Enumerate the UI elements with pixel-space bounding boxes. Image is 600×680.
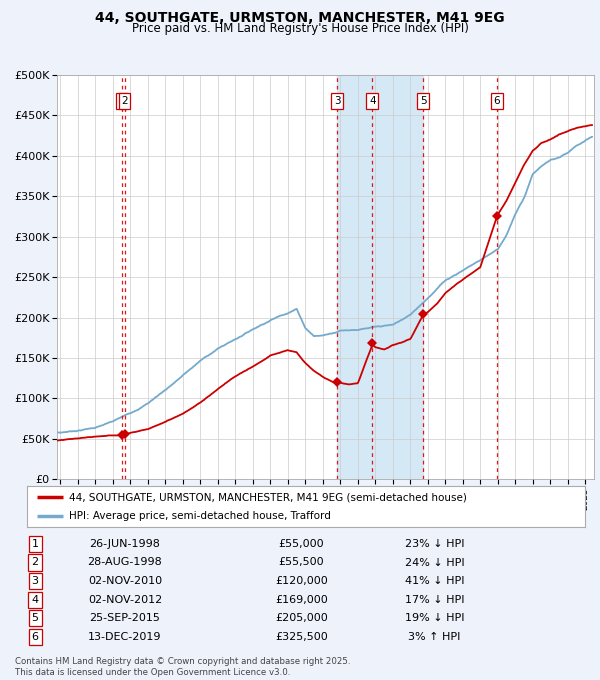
Text: 41% ↓ HPI: 41% ↓ HPI [405, 576, 464, 586]
Text: £120,000: £120,000 [275, 576, 328, 586]
Text: £205,000: £205,000 [275, 613, 328, 624]
Text: 24% ↓ HPI: 24% ↓ HPI [405, 558, 464, 568]
Text: 44, SOUTHGATE, URMSTON, MANCHESTER, M41 9EG: 44, SOUTHGATE, URMSTON, MANCHESTER, M41 … [95, 12, 505, 25]
Text: 3: 3 [334, 96, 341, 106]
Text: 6: 6 [32, 632, 38, 642]
Text: 28-AUG-1998: 28-AUG-1998 [88, 558, 162, 568]
Text: 2: 2 [121, 96, 128, 106]
Text: HPI: Average price, semi-detached house, Trafford: HPI: Average price, semi-detached house,… [69, 511, 331, 521]
Text: 23% ↓ HPI: 23% ↓ HPI [405, 539, 464, 549]
Text: £55,000: £55,000 [278, 539, 325, 549]
Text: 3% ↑ HPI: 3% ↑ HPI [409, 632, 461, 642]
Text: 3: 3 [32, 576, 38, 586]
Text: 44, SOUTHGATE, URMSTON, MANCHESTER, M41 9EG (semi-detached house): 44, SOUTHGATE, URMSTON, MANCHESTER, M41 … [69, 492, 467, 503]
Text: 19% ↓ HPI: 19% ↓ HPI [405, 613, 464, 624]
Text: £325,500: £325,500 [275, 632, 328, 642]
Text: Contains HM Land Registry data © Crown copyright and database right 2025.
This d: Contains HM Land Registry data © Crown c… [15, 657, 350, 677]
Text: Price paid vs. HM Land Registry's House Price Index (HPI): Price paid vs. HM Land Registry's House … [131, 22, 469, 35]
Text: 5: 5 [32, 613, 38, 624]
Text: 4: 4 [32, 595, 39, 605]
Text: £169,000: £169,000 [275, 595, 328, 605]
Text: 4: 4 [369, 96, 376, 106]
Text: 02-NOV-2012: 02-NOV-2012 [88, 595, 162, 605]
Text: 25-SEP-2015: 25-SEP-2015 [89, 613, 160, 624]
Bar [337, 75, 423, 479]
Text: 17% ↓ HPI: 17% ↓ HPI [405, 595, 464, 605]
Text: 5: 5 [420, 96, 427, 106]
Text: £55,500: £55,500 [278, 558, 325, 568]
Text: 6: 6 [494, 96, 500, 106]
Text: 2: 2 [32, 558, 39, 568]
Text: 1: 1 [32, 539, 38, 549]
Text: 1: 1 [118, 96, 125, 106]
Text: 02-NOV-2010: 02-NOV-2010 [88, 576, 162, 586]
Text: 26-JUN-1998: 26-JUN-1998 [89, 539, 160, 549]
Text: 13-DEC-2019: 13-DEC-2019 [88, 632, 161, 642]
